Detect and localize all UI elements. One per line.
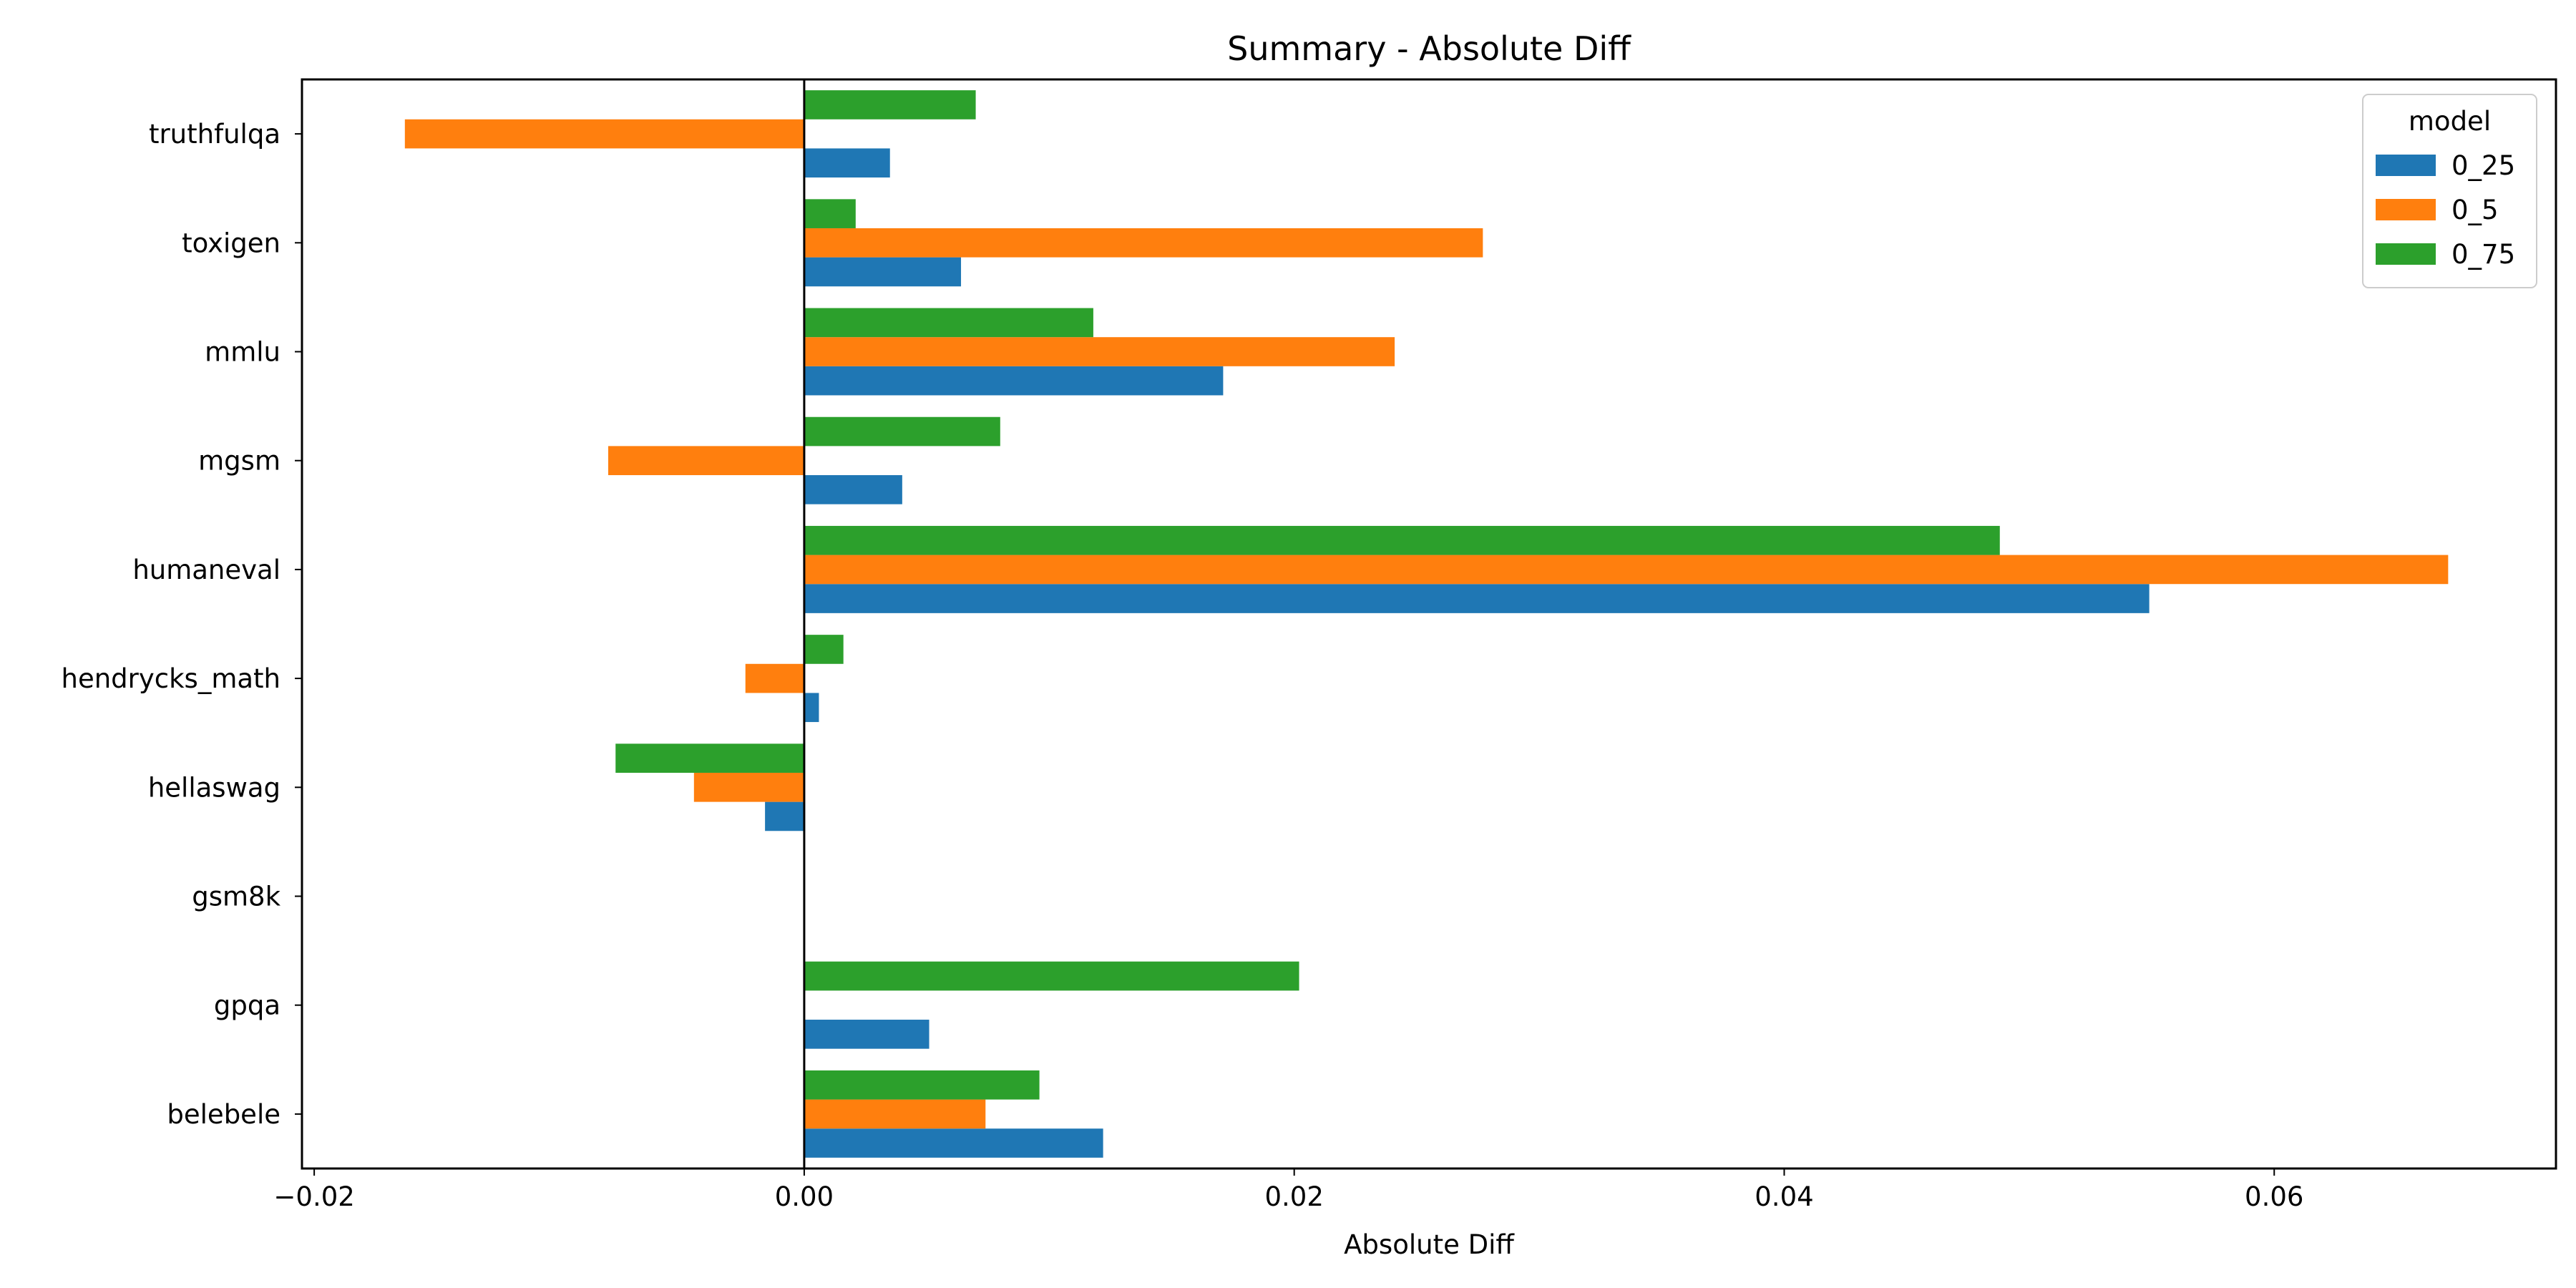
legend: model 0_25 0_5 0_75: [2362, 94, 2537, 288]
legend-swatch-0_5: [2376, 199, 2436, 220]
bar-0_75-hellaswag: [615, 743, 804, 773]
bars-layer: [404, 90, 2449, 1158]
x-tick-label: 0.00: [775, 1181, 834, 1212]
bar-0_5-hendrycks_math: [745, 663, 804, 693]
bar-0_25-mgsm: [804, 475, 902, 504]
x-axis-ticks: −0.02 0.00 0.02 0.04 0.06: [273, 1169, 2303, 1212]
legend-box: [2362, 94, 2537, 288]
y-axis-ticks: truthfulqa toxigen mmlu mgsm humaneval hendry…: [62, 119, 302, 1130]
y-tick-label: hendrycks_math: [62, 663, 280, 694]
bar-0_5-humaneval: [804, 555, 2449, 585]
y-tick-label: humaneval: [132, 555, 280, 585]
bar-0_25-gpqa: [804, 1020, 930, 1049]
bar-0_25-toxigen: [804, 257, 962, 287]
legend-swatch-0_25: [2376, 155, 2436, 176]
y-tick-label: toxigen: [182, 228, 280, 258]
bar-0_25-belebele: [804, 1128, 1103, 1158]
bar-0_75-gpqa: [804, 961, 1299, 991]
bar-0_25-mmlu: [804, 366, 1224, 396]
x-axis-label: Absolute Diff: [1344, 1229, 1515, 1260]
bar-0_75-mmlu: [804, 308, 1093, 338]
bar-0_5-belebele: [804, 1099, 986, 1129]
y-tick-label: truthfulqa: [149, 119, 280, 150]
bar-0_5-truthfulqa: [404, 119, 804, 149]
bar-0_75-truthfulqa: [804, 90, 976, 119]
y-tick-label: belebele: [167, 1099, 280, 1130]
bar-0_75-toxigen: [804, 199, 856, 228]
y-tick-label: hellaswag: [148, 772, 280, 803]
x-tick-label: 0.06: [2245, 1181, 2303, 1212]
x-tick-label: −0.02: [273, 1181, 354, 1212]
bar-0_5-toxigen: [804, 228, 1483, 258]
legend-title: model: [2409, 106, 2491, 137]
legend-label-0_75: 0_75: [2451, 239, 2515, 270]
bar-0_25-truthfulqa: [804, 148, 890, 178]
legend-label-0_5: 0_5: [2451, 195, 2499, 225]
legend-label-0_25: 0_25: [2451, 150, 2515, 181]
bar-0_25-humaneval: [804, 584, 2150, 613]
bar-0_75-mgsm: [804, 416, 1000, 447]
bar-0_5-mmlu: [804, 337, 1395, 366]
bar-0_75-belebele: [804, 1070, 1040, 1100]
bar-0_5-mgsm: [608, 446, 804, 476]
bar-0_25-hendrycks_math: [804, 693, 819, 723]
legend-swatch-0_75: [2376, 243, 2436, 265]
chart-title: Summary - Absolute Diff: [1227, 29, 1631, 68]
bar-0_25-hellaswag: [765, 801, 804, 831]
y-tick-label: mgsm: [198, 446, 280, 477]
x-tick-label: 0.04: [1755, 1181, 1813, 1212]
x-tick-label: 0.02: [1264, 1181, 1323, 1212]
plot-area-frame: [301, 78, 2557, 1170]
y-tick-label: gpqa: [214, 990, 280, 1021]
bar-0_75-humaneval: [804, 525, 2000, 555]
y-tick-label: mmlu: [205, 337, 280, 368]
y-tick-label: gsm8k: [192, 882, 280, 912]
bar-0_75-hendrycks_math: [804, 635, 844, 664]
bar-0_5-hellaswag: [693, 772, 804, 802]
